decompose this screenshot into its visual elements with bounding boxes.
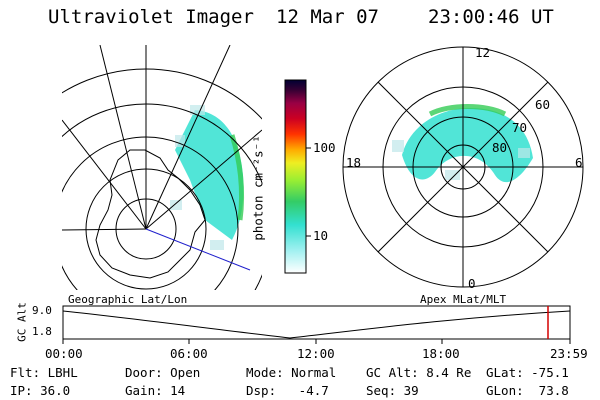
app-title: Ultraviolet Imager: [48, 6, 254, 28]
mlt-6-label: 6: [575, 155, 583, 170]
magnetic-polar-plot: [342, 46, 584, 288]
ip-status: IP: 36.0: [10, 383, 71, 398]
mlat-80-label: 80: [492, 140, 508, 155]
aurora-speckle-geo: [170, 105, 224, 250]
dsp-status: Dsp: -4.7: [246, 383, 329, 398]
mode-status: Mode: Normal: [246, 365, 337, 380]
door-status: Door: Open: [125, 365, 201, 380]
time-label: 23:00:46 UT: [428, 6, 554, 28]
apex-caption: Apex MLat/MLT: [420, 293, 507, 306]
timeline-ylabel: GC Alt: [15, 302, 29, 342]
mlat-60-label: 60: [535, 97, 551, 112]
antarctica-coastline: [95, 149, 206, 279]
gc-alt-status: GC Alt: 8.4 Re: [366, 365, 472, 380]
seq-status: Seq: 39: [366, 383, 419, 398]
timeline-xtick-0600: 06:00: [170, 346, 208, 361]
colorbar: [284, 79, 307, 274]
lon-lines: [62, 45, 262, 231]
timeline-ytick-top: 9.0: [32, 304, 52, 317]
timeline-xtick-1200: 12:00: [297, 346, 335, 361]
colorbar-tick-100: 100: [313, 140, 336, 155]
glon-status: GLon: 73.8: [486, 383, 569, 398]
mlt-0-label: 0: [468, 276, 476, 291]
mlat-70-label: 70: [512, 120, 528, 135]
timeline-xtick-0000: 00:00: [45, 346, 83, 361]
timeline-plot: [62, 305, 571, 340]
geographic-caption: Geographic Lat/Lon: [68, 293, 188, 306]
timeline-ticks: [62, 339, 571, 344]
timeline-ytick-bottom: 1.8: [32, 325, 52, 338]
filter-status: Flt: LBHL: [10, 365, 78, 380]
spacecraft-track: [145, 228, 251, 271]
gain-status: Gain: 14: [125, 383, 186, 398]
geographic-map: [62, 45, 262, 290]
timeline-xtick-1800: 18:00: [422, 346, 460, 361]
aurora-edge-geo: [229, 134, 245, 221]
date-label: 12 Mar 07: [276, 6, 379, 28]
mlt-18-label: 18: [346, 155, 362, 170]
glat-status: GLat: -75.1: [486, 365, 569, 380]
altitude-curve: [62, 310, 571, 339]
aurora-edge-mag: [428, 104, 507, 117]
colorbar-ticks: [306, 147, 311, 237]
timeline-xtick-2359: 23:59: [550, 346, 588, 361]
colorbar-tick-10: 10: [313, 228, 329, 243]
colorbar-unit: photon cm⁻²s⁻¹: [250, 135, 266, 241]
aurora-speckle-mag: [392, 140, 530, 180]
mlt-12-label: 12: [475, 45, 491, 60]
